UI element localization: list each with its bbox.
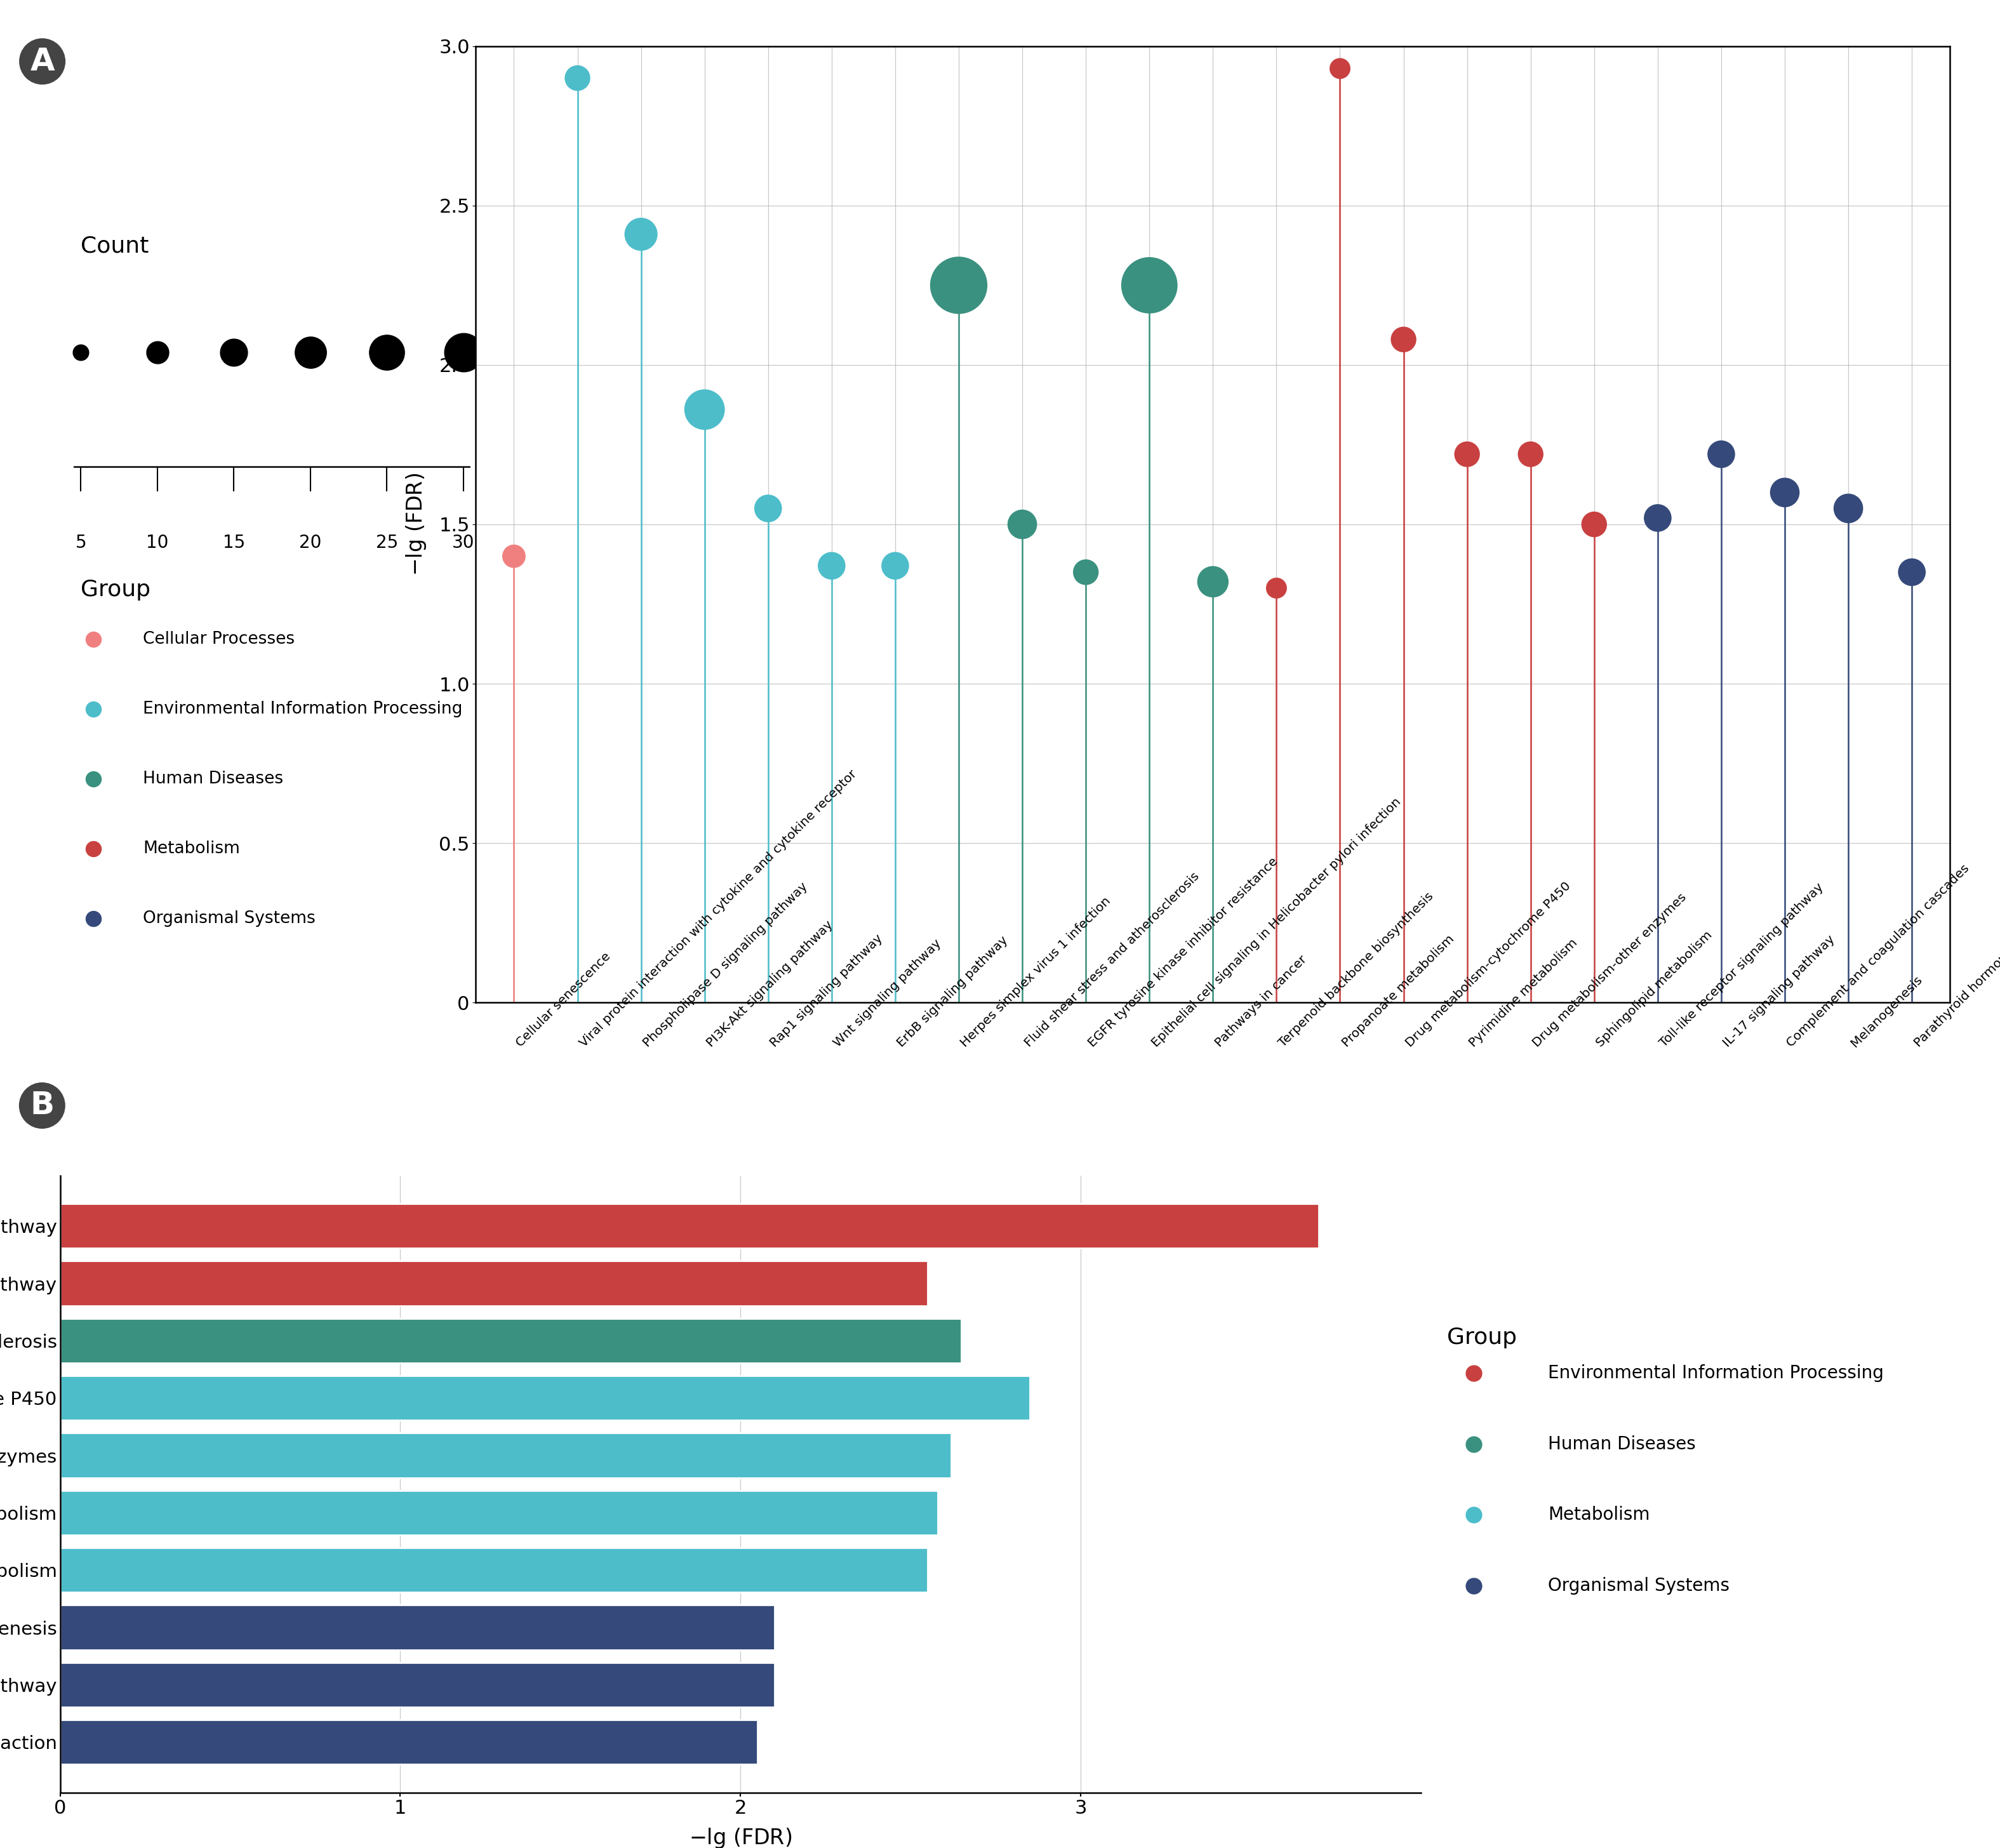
Text: Toll-like receptor signaling pathway: Toll-like receptor signaling pathway — [1658, 881, 1826, 1050]
Bar — [60, 1720, 758, 1765]
Text: Human Diseases: Human Diseases — [1548, 1436, 1696, 1453]
Point — [626, 220, 658, 249]
Text: Parathyroid hormone synthesis, secretion and action: Parathyroid hormone synthesis, secretion… — [1912, 802, 2000, 1050]
Point — [294, 338, 326, 368]
Text: ErbB signaling pathway: ErbB signaling pathway — [896, 933, 1010, 1050]
Text: Cellular Processes: Cellular Processes — [144, 630, 294, 647]
Text: Wnt signaling pathway: Wnt signaling pathway — [832, 937, 944, 1050]
Point — [218, 338, 250, 368]
Text: Metabolism: Metabolism — [144, 841, 240, 857]
Point — [1578, 510, 1610, 540]
Text: Fluid shear stress and atherosclerosis: Fluid shear stress and atherosclerosis — [1022, 870, 1202, 1050]
Point — [78, 763, 110, 793]
Point — [142, 338, 174, 368]
Text: A: A — [30, 46, 54, 76]
Text: Organismal Systems: Organismal Systems — [1548, 1576, 1730, 1595]
Point — [1642, 503, 1674, 532]
Text: 5: 5 — [76, 534, 86, 553]
Bar — [60, 1318, 962, 1364]
Text: Herpes simplex virus 1 infection: Herpes simplex virus 1 infection — [958, 894, 1114, 1050]
Point — [1458, 1358, 1490, 1388]
Bar — [60, 1375, 1030, 1421]
Text: Group: Group — [1448, 1327, 1518, 1349]
Text: Melanogenesis: Melanogenesis — [1848, 974, 1924, 1050]
Point — [1514, 440, 1546, 469]
Text: 25: 25 — [376, 534, 398, 553]
Text: Cellular senescence: Cellular senescence — [514, 950, 614, 1050]
Bar — [60, 1260, 928, 1307]
Point — [1458, 1429, 1490, 1458]
Text: Viral protein interaction with cytokine and cytokine receptor: Viral protein interaction with cytokine … — [578, 767, 860, 1050]
Text: IL-17 signaling pathway: IL-17 signaling pathway — [1722, 933, 1838, 1050]
Text: Environmental Information Processing: Environmental Information Processing — [144, 700, 462, 717]
Point — [942, 270, 974, 299]
Text: Epithelial cell signaling in Helicobacter pylori infection: Epithelial cell signaling in Helicobacte… — [1150, 795, 1404, 1050]
Bar — [60, 1549, 928, 1593]
Text: Complement and coagulation cascades: Complement and coagulation cascades — [1784, 863, 1972, 1050]
Point — [1006, 510, 1038, 540]
Y-axis label: $-$lg (FDR): $-$lg (FDR) — [404, 473, 428, 577]
Point — [1768, 477, 1800, 506]
Text: Rap1 signaling pathway: Rap1 signaling pathway — [768, 931, 886, 1050]
Point — [688, 395, 720, 425]
Text: Environmental Information Processing: Environmental Information Processing — [1548, 1364, 1884, 1382]
Point — [64, 338, 96, 368]
Text: 15: 15 — [222, 534, 244, 553]
Point — [1196, 567, 1228, 597]
Text: Pyrimidine metabolism: Pyrimidine metabolism — [1468, 937, 1580, 1050]
Text: Human Diseases: Human Diseases — [144, 771, 284, 787]
Point — [1458, 1571, 1490, 1600]
Bar — [60, 1489, 938, 1536]
Point — [1452, 440, 1484, 469]
Text: Metabolism: Metabolism — [1548, 1506, 1650, 1525]
Text: Drug metabolism-cytochrome P450: Drug metabolism-cytochrome P450 — [1404, 880, 1574, 1050]
Text: Drug metabolism-other enzymes: Drug metabolism-other enzymes — [1530, 891, 1688, 1050]
Bar — [60, 1606, 774, 1650]
Text: 10: 10 — [146, 534, 168, 553]
Text: EGFR tyrosine kinase inhibitor resistance: EGFR tyrosine kinase inhibitor resistanc… — [1086, 856, 1280, 1050]
Text: Count: Count — [80, 235, 148, 257]
Point — [498, 541, 530, 571]
Point — [1324, 54, 1356, 83]
Point — [1260, 573, 1292, 602]
Text: Propanoate metabolism: Propanoate metabolism — [1340, 933, 1456, 1050]
Point — [1458, 1501, 1490, 1530]
Text: Phospholipase D signaling pathway: Phospholipase D signaling pathway — [642, 880, 810, 1050]
Point — [816, 551, 848, 580]
Point — [78, 833, 110, 863]
Point — [448, 338, 480, 368]
Point — [562, 63, 594, 92]
Point — [78, 695, 110, 724]
Point — [1896, 558, 1928, 588]
Text: Organismal Systems: Organismal Systems — [144, 909, 316, 926]
Point — [78, 904, 110, 933]
Point — [1706, 440, 1738, 469]
Point — [370, 338, 402, 368]
Bar — [60, 1432, 952, 1478]
Point — [880, 551, 912, 580]
Text: Pathways in cancer: Pathways in cancer — [1212, 954, 1308, 1050]
Text: 20: 20 — [300, 534, 322, 553]
Bar — [60, 1663, 774, 1708]
Point — [78, 625, 110, 654]
Point — [1388, 325, 1420, 355]
Point — [1832, 493, 1864, 523]
Text: Terpenoid backbone biosynthesis: Terpenoid backbone biosynthesis — [1276, 891, 1436, 1050]
X-axis label: $-$lg (FDR): $-$lg (FDR) — [688, 1826, 792, 1848]
Point — [1070, 558, 1102, 588]
Point — [752, 493, 784, 523]
Bar — [60, 1203, 1318, 1249]
Text: Sphingolipid metabolism: Sphingolipid metabolism — [1594, 930, 1714, 1050]
Text: B: B — [30, 1090, 54, 1120]
Text: PI3K-Akt signaling pathway: PI3K-Akt signaling pathway — [704, 918, 836, 1050]
Text: 30: 30 — [452, 534, 474, 553]
Point — [1134, 270, 1166, 299]
Text: Group: Group — [80, 578, 150, 601]
